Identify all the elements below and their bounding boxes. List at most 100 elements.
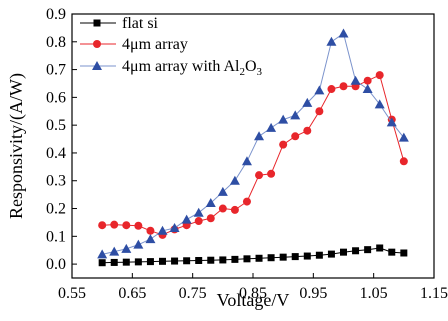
data-point-square xyxy=(183,257,191,265)
legend: flat si 4μm array 4μm array with Al2O3 xyxy=(80,15,263,78)
data-point-circle xyxy=(255,171,264,180)
y-tick-label: 0.5 xyxy=(46,117,66,134)
data-point-circle xyxy=(279,140,288,149)
data-point-circle xyxy=(242,197,251,206)
plot-frame xyxy=(71,13,435,279)
data-point-square xyxy=(122,258,130,266)
data-point-triangle xyxy=(121,243,132,253)
data-point-circle xyxy=(327,85,336,94)
data-point-square xyxy=(376,244,384,252)
data-point-triangle xyxy=(205,197,216,207)
data-point-circle xyxy=(303,126,312,135)
data-point-square xyxy=(134,258,142,266)
data-point-triangle xyxy=(278,114,289,124)
data-point-square xyxy=(291,253,299,261)
series-line xyxy=(102,74,405,236)
data-point-triangle xyxy=(229,175,240,185)
x-tick-label: 1.05 xyxy=(360,285,388,302)
legend-label-flat-si: flat si xyxy=(122,15,159,32)
data-point-circle xyxy=(122,221,131,230)
x-axis-ticks: 0.55 0.65 0.75 0.85 0.95 1.05 1.15 xyxy=(58,273,448,302)
data-point-triangle xyxy=(290,110,301,120)
data-point-triangle xyxy=(398,132,409,142)
x-tick-label: 0.85 xyxy=(239,285,267,302)
legend-marker-triangle xyxy=(92,61,102,70)
data-point-triangle xyxy=(302,97,313,107)
data-point-triangle xyxy=(241,156,252,166)
data-point-triangle xyxy=(145,234,156,244)
y-tick-label: 0.8 xyxy=(46,34,66,51)
legend-label-sub2: 3 xyxy=(257,66,263,78)
data-point-circle xyxy=(267,169,276,178)
data-point-square xyxy=(364,246,372,254)
data-point-triangle xyxy=(254,131,265,141)
data-point-circle xyxy=(315,107,324,116)
legend-label-4um-al2o3: 4μm array with Al2O3 xyxy=(122,58,263,78)
series-1 xyxy=(98,71,408,239)
y-axis-title: Responsivity/(A/W) xyxy=(6,73,27,219)
data-point-square xyxy=(279,253,287,261)
data-point-square xyxy=(110,258,118,266)
data-point-square xyxy=(231,255,239,263)
data-point-triangle xyxy=(338,28,349,38)
data-point-circle xyxy=(206,214,215,223)
y-tick-label: 0.6 xyxy=(46,89,66,106)
y-tick-label: 0.3 xyxy=(46,173,66,190)
data-point-triangle xyxy=(266,122,277,132)
data-point-square xyxy=(243,255,251,263)
data-point-circle xyxy=(363,76,372,85)
data-point-circle xyxy=(339,82,348,91)
legend-label-mid: O xyxy=(245,58,257,75)
data-point-triangle xyxy=(97,249,108,259)
data-point-triangle xyxy=(193,207,204,217)
data-point-square xyxy=(171,257,179,265)
data-point-circle xyxy=(399,157,408,166)
x-axis-title: Voltage/V xyxy=(217,290,290,310)
series-layer xyxy=(97,28,409,267)
data-point-triangle xyxy=(169,222,180,232)
data-point-square xyxy=(303,252,311,260)
data-point-square xyxy=(195,256,203,264)
legend-label-main: 4μm array with Al xyxy=(122,58,240,75)
x-tick-label: 0.55 xyxy=(58,285,86,302)
legend-label-4um-array: 4μm array xyxy=(122,36,188,53)
data-point-square xyxy=(146,258,154,266)
data-point-triangle xyxy=(217,186,228,196)
data-point-square xyxy=(340,248,347,256)
data-point-triangle xyxy=(133,239,144,249)
data-point-triangle xyxy=(362,84,373,94)
data-point-triangle xyxy=(386,117,397,127)
data-point-square xyxy=(352,247,360,255)
y-tick-label: 0.0 xyxy=(46,256,66,273)
x-tick-label: 0.95 xyxy=(299,285,327,302)
data-point-circle xyxy=(110,220,119,229)
data-point-square xyxy=(219,256,227,264)
data-point-circle xyxy=(291,132,300,141)
data-point-circle xyxy=(218,204,227,213)
data-point-circle xyxy=(230,205,239,214)
data-point-circle xyxy=(375,71,384,80)
data-point-triangle xyxy=(109,246,120,256)
data-point-square xyxy=(388,248,396,256)
data-point-square xyxy=(267,254,275,262)
y-tick-label: 0.4 xyxy=(46,145,66,162)
data-point-triangle xyxy=(326,36,337,46)
data-point-triangle xyxy=(181,214,192,224)
data-point-square xyxy=(159,257,166,265)
legend-label-sub1: 2 xyxy=(239,66,245,78)
data-point-triangle xyxy=(314,85,325,95)
data-point-circle xyxy=(194,217,203,226)
y-tick-label: 0.2 xyxy=(46,201,66,218)
legend-marker-square xyxy=(93,19,101,27)
x-tick-label: 0.75 xyxy=(179,285,207,302)
data-point-circle xyxy=(146,226,155,235)
data-point-square xyxy=(315,251,323,259)
data-point-square xyxy=(207,256,215,264)
data-point-square xyxy=(255,254,263,262)
data-point-triangle xyxy=(350,75,361,85)
data-point-circle xyxy=(98,221,107,230)
series-0 xyxy=(98,244,408,267)
data-point-circle xyxy=(134,221,143,230)
y-tick-label: 0.7 xyxy=(46,62,66,79)
